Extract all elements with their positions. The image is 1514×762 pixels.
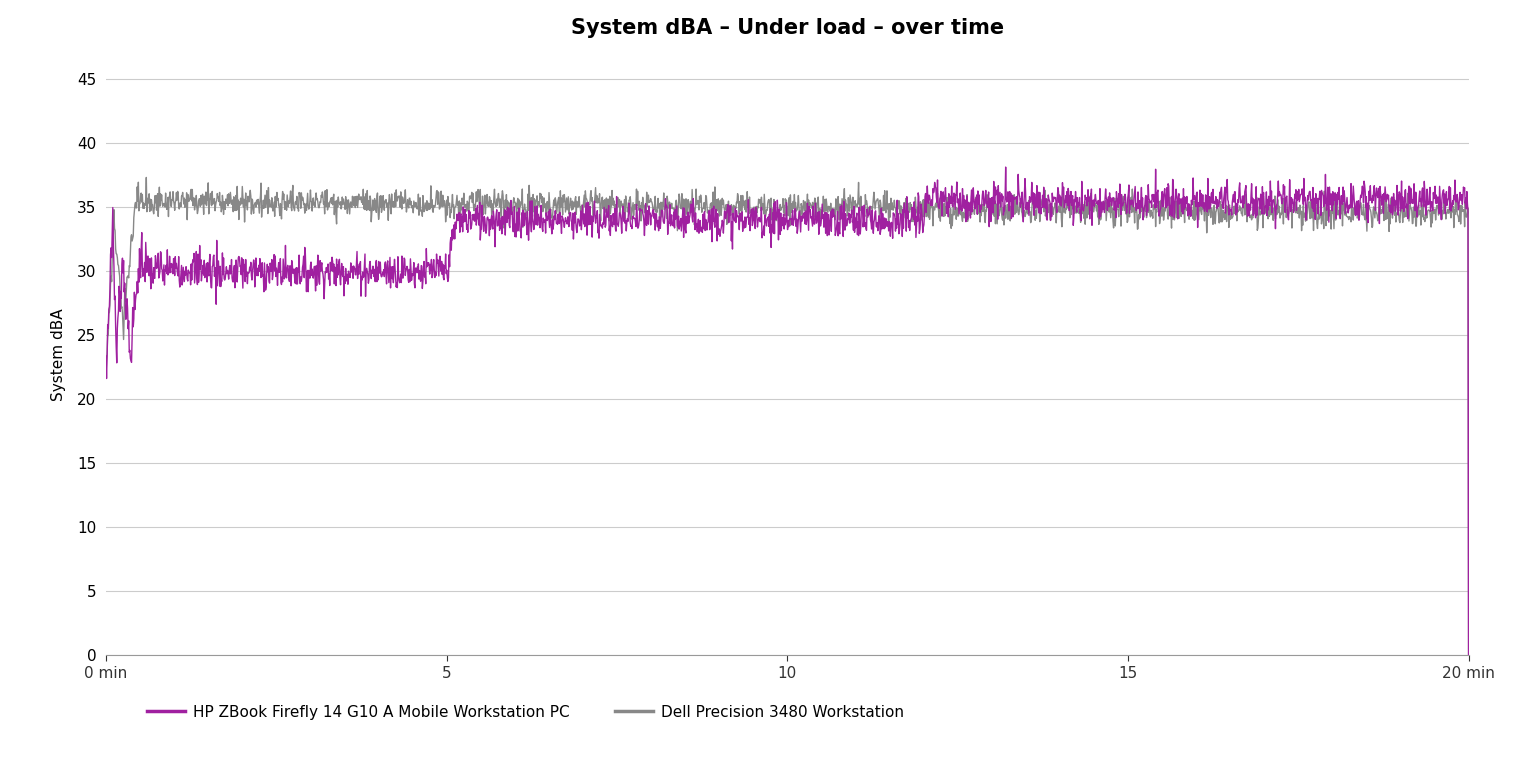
Line: HP ZBook Firefly 14 G10 A Mobile Workstation PC: HP ZBook Firefly 14 G10 A Mobile Worksta… — [106, 167, 1469, 659]
HP ZBook Firefly 14 G10 A Mobile Workstation PC — [1459, 655, 1478, 664]
Dell Precision 3480 Workstation — [203, 201, 221, 210]
Legend: HP ZBook Firefly 14 G10 A Mobile Workstation PC, Dell Precision 3480 Workstation: HP ZBook Firefly 14 G10 A Mobile Worksta… — [141, 699, 910, 726]
Dell Precision 3480 Workstation — [716, 205, 734, 214]
HP ZBook Firefly 14 G10 A Mobile Workstation PC — [285, 269, 303, 278]
HP ZBook Firefly 14 G10 A Mobile Workstation PC — [201, 283, 220, 292]
Dell Precision 3480 Workstation — [247, 203, 265, 212]
Y-axis label: System dBA: System dBA — [51, 308, 65, 401]
Line: Dell Precision 3480 Workstation: Dell Precision 3480 Workstation — [106, 178, 1469, 664]
Title: System dBA – Under load – over time: System dBA – Under load – over time — [571, 18, 1004, 38]
Dell Precision 3480 Workstation — [285, 204, 303, 213]
Dell Precision 3480 Workstation — [135, 198, 153, 207]
HP ZBook Firefly 14 G10 A Mobile Workstation PC — [97, 351, 115, 360]
HP ZBook Firefly 14 G10 A Mobile Workstation PC — [247, 263, 265, 272]
Dell Precision 3480 Workstation — [1459, 659, 1478, 668]
HP ZBook Firefly 14 G10 A Mobile Workstation PC — [135, 264, 153, 274]
HP ZBook Firefly 14 G10 A Mobile Workstation PC — [716, 207, 734, 216]
Dell Precision 3480 Workstation — [1252, 207, 1270, 216]
Dell Precision 3480 Workstation — [138, 173, 156, 182]
HP ZBook Firefly 14 G10 A Mobile Workstation PC — [996, 162, 1014, 171]
HP ZBook Firefly 14 G10 A Mobile Workstation PC — [1252, 190, 1270, 199]
Dell Precision 3480 Workstation — [97, 373, 115, 382]
